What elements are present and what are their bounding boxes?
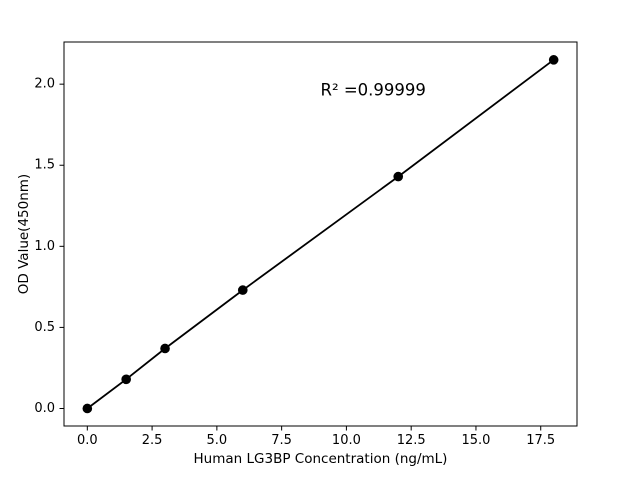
x-tick-label: 5.0	[207, 433, 228, 448]
data-point	[548, 55, 559, 65]
y-tick-label: 1.0	[34, 239, 55, 254]
data-point	[82, 403, 93, 414]
y-tick-label: 1.5	[34, 158, 55, 173]
data-point	[237, 285, 248, 295]
x-tick-label: 7.5	[271, 433, 292, 448]
x-tick-label: 10.0	[332, 433, 361, 448]
x-tick-label: 15.0	[461, 433, 490, 448]
data-point	[121, 374, 131, 385]
plot-border	[63, 41, 578, 427]
data-point	[393, 171, 404, 182]
y-tick-label: 2.0	[34, 77, 55, 92]
y-axis: 0.0 0.5 1.0 1.5 2.0	[34, 77, 64, 416]
x-tick-label: 2.5	[142, 433, 163, 448]
r-squared-annotation: R² =0.99999	[321, 81, 426, 100]
y-tick-label: 0.0	[34, 401, 55, 416]
data-points	[82, 55, 559, 414]
x-axis-label: Human LG3BP Concentration (ng/mL)	[194, 451, 448, 467]
regression-line	[86, 58, 555, 410]
y-axis-label: OD Value(450nm)	[16, 174, 32, 294]
x-tick-label: 17.5	[526, 433, 555, 448]
y-tick-label: 0.5	[34, 320, 55, 335]
x-tick-label: 0.0	[77, 433, 98, 448]
x-axis: 0.0 2.5 5.0 7.5 10.0 12.5 15.0 17.5	[77, 426, 555, 448]
x-tick-label: 12.5	[397, 433, 426, 448]
data-point	[160, 343, 170, 354]
